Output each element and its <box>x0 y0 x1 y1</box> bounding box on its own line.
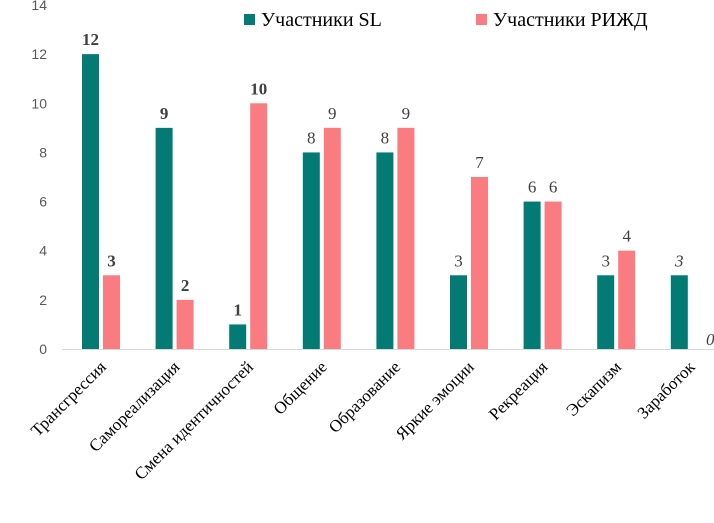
bar-rizhd-3 <box>323 127 341 349</box>
bars <box>82 54 688 350</box>
y-tick-label: 6 <box>39 194 47 210</box>
legend-label: Участники РИЖД <box>493 9 648 31</box>
y-tick-label: 12 <box>31 46 47 62</box>
bar-sl-2 <box>229 324 247 349</box>
data-label: 8 <box>381 128 390 147</box>
y-tick-label: 8 <box>39 144 47 160</box>
legend-label: Участники SL <box>261 9 382 31</box>
y-tick-label: 2 <box>39 292 47 308</box>
bar-sl-6 <box>523 201 541 349</box>
bar-rizhd-7 <box>618 250 636 349</box>
legend: Участники SL Участники РИЖД <box>244 9 648 31</box>
category-label: Рекреация <box>485 357 551 423</box>
category-label: Яркие эмоции <box>392 357 478 443</box>
bar-rizhd-4 <box>397 127 415 349</box>
bar-sl-4 <box>376 152 394 349</box>
y-axis: 0 2 4 6 8 10 12 14 <box>31 0 47 357</box>
data-label: 0 <box>706 330 714 349</box>
data-label: 3 <box>107 251 116 270</box>
bar-sl-3 <box>302 152 320 349</box>
category-label: Образование <box>325 357 404 436</box>
y-tick-label: 4 <box>39 243 47 259</box>
data-label: 6 <box>549 178 558 197</box>
bar-sl-8 <box>670 275 688 349</box>
data-label: 3 <box>601 251 610 270</box>
data-label: 10 <box>250 79 267 98</box>
data-label: 9 <box>160 104 169 123</box>
bar-rizhd-6 <box>544 201 562 349</box>
legend-swatch-sl <box>244 14 255 25</box>
bar-rizhd-1 <box>176 299 194 349</box>
bar-sl-7 <box>597 275 615 349</box>
data-label: 12 <box>82 30 99 49</box>
data-label: 3 <box>674 251 684 270</box>
y-tick-label: 14 <box>31 0 47 13</box>
bar-sl-0 <box>82 54 99 350</box>
category-label: Общение <box>270 357 331 418</box>
data-label: 2 <box>181 276 190 295</box>
bar-rizhd-0 <box>103 275 120 349</box>
bar-sl-5 <box>450 275 467 349</box>
y-tick-label: 0 <box>39 341 47 357</box>
bar-rizhd-5 <box>471 177 488 349</box>
data-label: 7 <box>475 153 484 172</box>
y-tick-label: 10 <box>31 95 47 111</box>
data-label: 6 <box>528 178 537 197</box>
bar-rizhd-2 <box>250 103 268 350</box>
legend-swatch-rizhd <box>476 14 487 25</box>
data-label: 8 <box>307 128 316 147</box>
data-label: 9 <box>402 104 411 123</box>
bar-sl-1 <box>155 127 173 349</box>
data-label: 3 <box>454 251 463 270</box>
category-label: Эскапизм <box>562 357 625 420</box>
category-label: Трансгрессия <box>27 357 110 440</box>
data-label: 1 <box>233 300 242 319</box>
data-label: 4 <box>622 227 631 246</box>
data-label: 9 <box>328 104 337 123</box>
category-label: Заработок <box>634 357 700 423</box>
